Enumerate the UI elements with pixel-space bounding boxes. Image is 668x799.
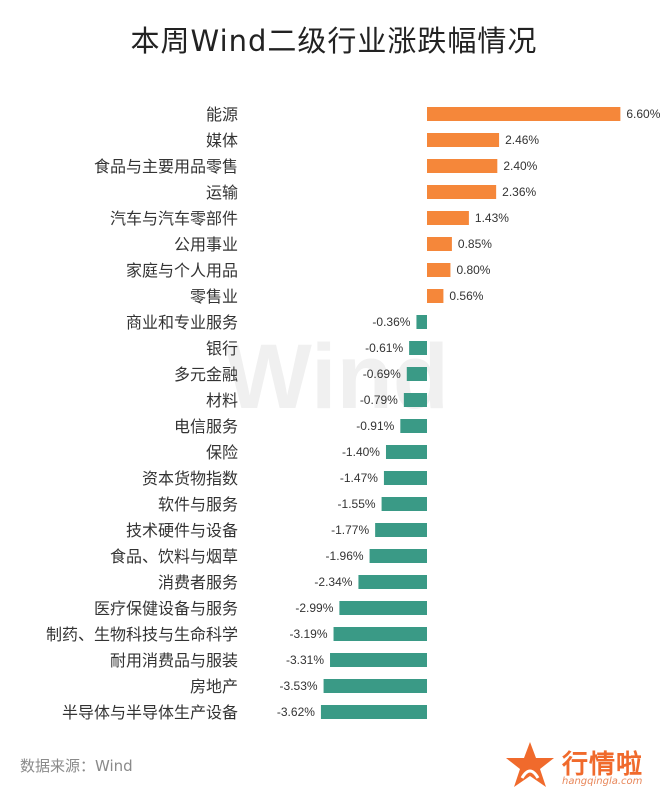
category-label: 房地产: [190, 677, 238, 696]
category-label: 软件与服务: [158, 495, 238, 514]
bar: [381, 497, 427, 511]
value-label: 0.56%: [449, 289, 483, 303]
category-label: 食品、饮料与烟草: [110, 547, 238, 566]
bar: [406, 367, 427, 381]
value-label: -3.53%: [280, 679, 318, 693]
bar: [339, 601, 427, 615]
category-label: 汽车与汽车零部件: [110, 209, 238, 228]
logo-name: 行情啦: [562, 750, 644, 780]
bar: [333, 627, 427, 641]
category-label: 电信服务: [174, 417, 238, 436]
value-label: -2.99%: [295, 601, 333, 615]
category-label: 商业和专业服务: [126, 313, 238, 332]
category-label: 半导体与半导体生产设备: [62, 703, 238, 722]
value-label: -0.69%: [363, 367, 401, 381]
value-label: -0.36%: [372, 315, 410, 329]
value-label: -3.31%: [286, 653, 324, 667]
bar: [427, 211, 469, 225]
value-label: -1.40%: [342, 445, 380, 459]
value-label: 0.80%: [456, 263, 490, 277]
category-label: 公用事业: [174, 235, 238, 254]
bar-chart: 能源 6.60% 媒体 2.46% 食品与主要用品零售 2.40% 运输 2.36% 汽车与汽车…: [46, 105, 661, 722]
source-note: 数据来源：Wind: [20, 757, 133, 775]
category-label: 银行: [206, 339, 238, 358]
bar: [427, 133, 500, 147]
bar: [427, 289, 444, 303]
bar: [416, 315, 427, 329]
bar: [330, 653, 427, 667]
bar: [385, 445, 427, 459]
category-label: 运输: [206, 183, 238, 202]
category-label: 消费者服务: [158, 573, 238, 592]
value-label: 2.40%: [503, 159, 537, 173]
bar: [358, 575, 427, 589]
bar: [375, 523, 427, 537]
logo-icon: [506, 742, 554, 787]
bar: [400, 419, 427, 433]
category-label: 能源: [206, 105, 238, 124]
value-label: -1.77%: [331, 523, 369, 537]
value-label: -1.96%: [326, 549, 364, 563]
category-label: 材料: [206, 391, 238, 410]
value-label: -1.55%: [338, 497, 376, 511]
value-label: -1.47%: [340, 471, 378, 485]
bar: [427, 237, 452, 251]
category-label: 制药、生物科技与生命科学: [46, 625, 238, 644]
value-label: -3.62%: [277, 705, 315, 719]
value-label: -0.61%: [365, 341, 403, 355]
value-label: 1.43%: [475, 211, 509, 225]
bar: [320, 705, 427, 719]
value-label: 2.36%: [502, 185, 536, 199]
category-label: 耐用消费品与服装: [110, 651, 238, 670]
value-label: -0.79%: [360, 393, 398, 407]
bar: [403, 393, 427, 407]
logo: 行情啦 hangqingla.com: [500, 738, 660, 794]
bar: [323, 679, 427, 693]
bar: [427, 107, 621, 121]
category-label: 多元金融: [174, 365, 238, 384]
category-label: 食品与主要用品零售: [94, 157, 238, 176]
bar: [369, 549, 427, 563]
category-label: 保险: [206, 443, 238, 462]
bar: [427, 159, 498, 173]
logo-url: hangqingla.com: [562, 776, 643, 787]
bar: [383, 471, 427, 485]
bar: [409, 341, 427, 355]
value-label: -2.34%: [314, 575, 352, 589]
bar: [427, 185, 497, 199]
category-label: 家庭与个人用品: [126, 261, 238, 280]
value-label: -0.91%: [356, 419, 394, 433]
value-label: 2.46%: [505, 133, 539, 147]
category-label: 资本货物指数: [142, 469, 238, 488]
chart-title: 本周Wind二级行业涨跌幅情况: [130, 24, 538, 58]
value-label: -3.19%: [290, 627, 328, 641]
value-label: 0.85%: [458, 237, 492, 251]
category-label: 技术硬件与设备: [126, 521, 238, 540]
bar: [427, 263, 451, 277]
category-label: 零售业: [190, 287, 238, 306]
category-label: 医疗保健设备与服务: [94, 599, 238, 618]
category-label: 媒体: [206, 131, 238, 150]
value-label: 6.60%: [626, 107, 660, 121]
